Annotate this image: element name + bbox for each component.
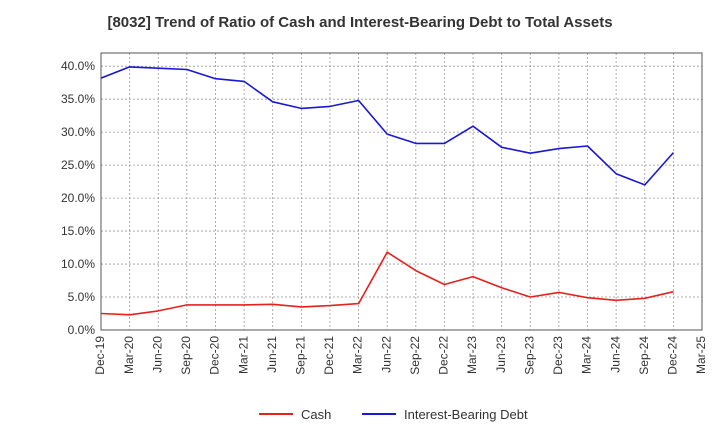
x-tick-label: Jun-20 [150,336,164,373]
y-tick-label: 15.0% [61,224,95,238]
x-tick-label: Sep-21 [294,336,308,375]
y-tick-label: 20.0% [61,191,95,205]
x-axis-ticks: Dec-19 Mar-20 Jun-20 Sep-20 Dec-20 Mar-21 Jun-… [93,336,708,375]
plot-area-frame [100,52,703,331]
x-tick-label: Sep-24 [637,336,651,375]
series-line-cash [100,251,674,316]
y-tick-label: 10.0% [61,257,95,271]
legend-label: Cash [301,407,331,422]
x-tick-label: Sep-23 [522,336,536,375]
x-tick-label: Mar-23 [465,336,479,374]
series-line-interest-bearing-debt [100,66,674,186]
x-tick-label: Dec-23 [551,336,565,375]
x-tick-label: Sep-22 [408,336,422,375]
x-tick-label: Mar-24 [580,336,594,374]
x-tick-label: Dec-20 [208,336,222,375]
legend-label: Interest-Bearing Debt [404,407,528,422]
x-tick-label: Sep-20 [179,336,193,375]
y-tick-label: 25.0% [61,158,95,172]
y-tick-label: 30.0% [61,125,95,139]
x-tick-label: Dec-19 [93,336,107,375]
y-tick-label: 35.0% [61,92,95,106]
x-tick-label: Mar-25 [694,336,708,374]
x-tick-label: Jun-23 [494,336,508,373]
y-axis-ticks: 0.0% 5.0% 10.0% 15.0% 20.0% 25.0% 30.0% 35.0% 40… [61,59,95,337]
x-tick-label: Mar-21 [236,336,250,374]
chart-title: [8032] Trend of Ratio of Cash and Intere… [107,14,613,31]
x-tick-label: Dec-24 [666,336,680,375]
x-tick-label: Mar-22 [351,336,365,374]
x-tick-label: Jun-24 [608,336,622,373]
x-tick-label: Mar-20 [122,336,136,374]
grid-lines [101,53,702,330]
x-tick-label: Jun-22 [379,336,393,373]
x-tick-label: Dec-21 [322,336,336,375]
x-tick-label: Dec-22 [437,336,451,375]
y-tick-label: 40.0% [61,59,95,73]
series-lines [100,66,674,316]
y-tick-label: 0.0% [68,323,96,337]
x-tick-label: Jun-21 [265,336,279,373]
y-tick-label: 5.0% [68,290,96,304]
legend: Cash Interest-Bearing Debt [259,407,528,422]
